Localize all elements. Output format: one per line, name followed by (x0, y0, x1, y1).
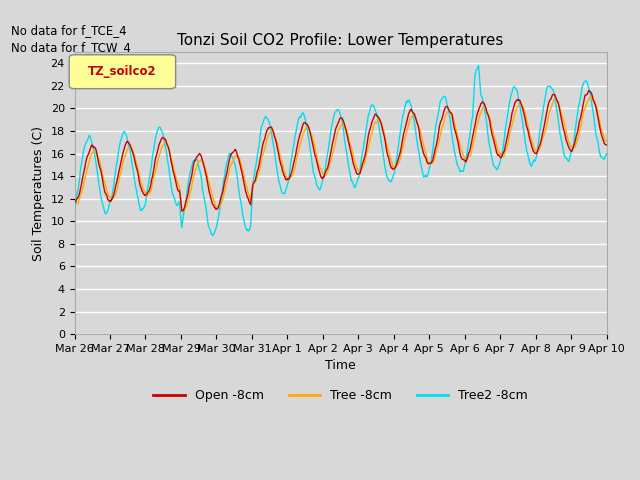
X-axis label: Time: Time (325, 360, 356, 372)
Text: No data for f_TCW_4: No data for f_TCW_4 (11, 41, 131, 54)
Title: Tonzi Soil CO2 Profile: Lower Temperatures: Tonzi Soil CO2 Profile: Lower Temperatur… (177, 33, 504, 48)
Y-axis label: Soil Temperatures (C): Soil Temperatures (C) (32, 126, 45, 261)
FancyBboxPatch shape (69, 55, 175, 89)
Legend: Open -8cm, Tree -8cm, Tree2 -8cm: Open -8cm, Tree -8cm, Tree2 -8cm (148, 384, 532, 407)
Text: TZ_soilco2: TZ_soilco2 (88, 65, 157, 78)
Text: No data for f_TCE_4: No data for f_TCE_4 (11, 24, 126, 37)
